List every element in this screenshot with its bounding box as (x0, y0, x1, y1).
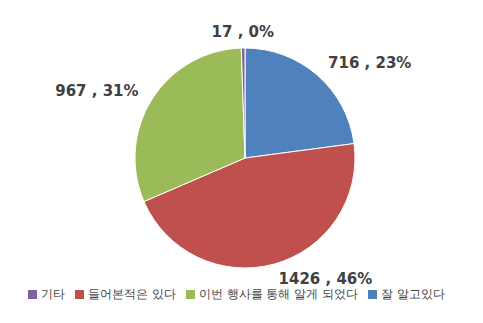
html-text:이번 행사를 통해 알게 되었다: 이번 행사를 통해 알게 되었다 (198, 287, 359, 301)
html-text:기타: 기타 (41, 287, 65, 301)
svg-text:17 , 0%: 17 , 0% (212, 23, 274, 41)
html-text:들어본적은 있다: 들어본적은 있다 (88, 287, 176, 301)
svg-text:716 , 23%: 716 , 23% (328, 54, 411, 72)
html-text:잘 알고있다: 잘 알고있다 (381, 287, 445, 301)
svg-text:1426 , 46%: 1426 , 46% (279, 270, 373, 288)
svg-text:967 , 31%: 967 , 31% (55, 82, 138, 100)
